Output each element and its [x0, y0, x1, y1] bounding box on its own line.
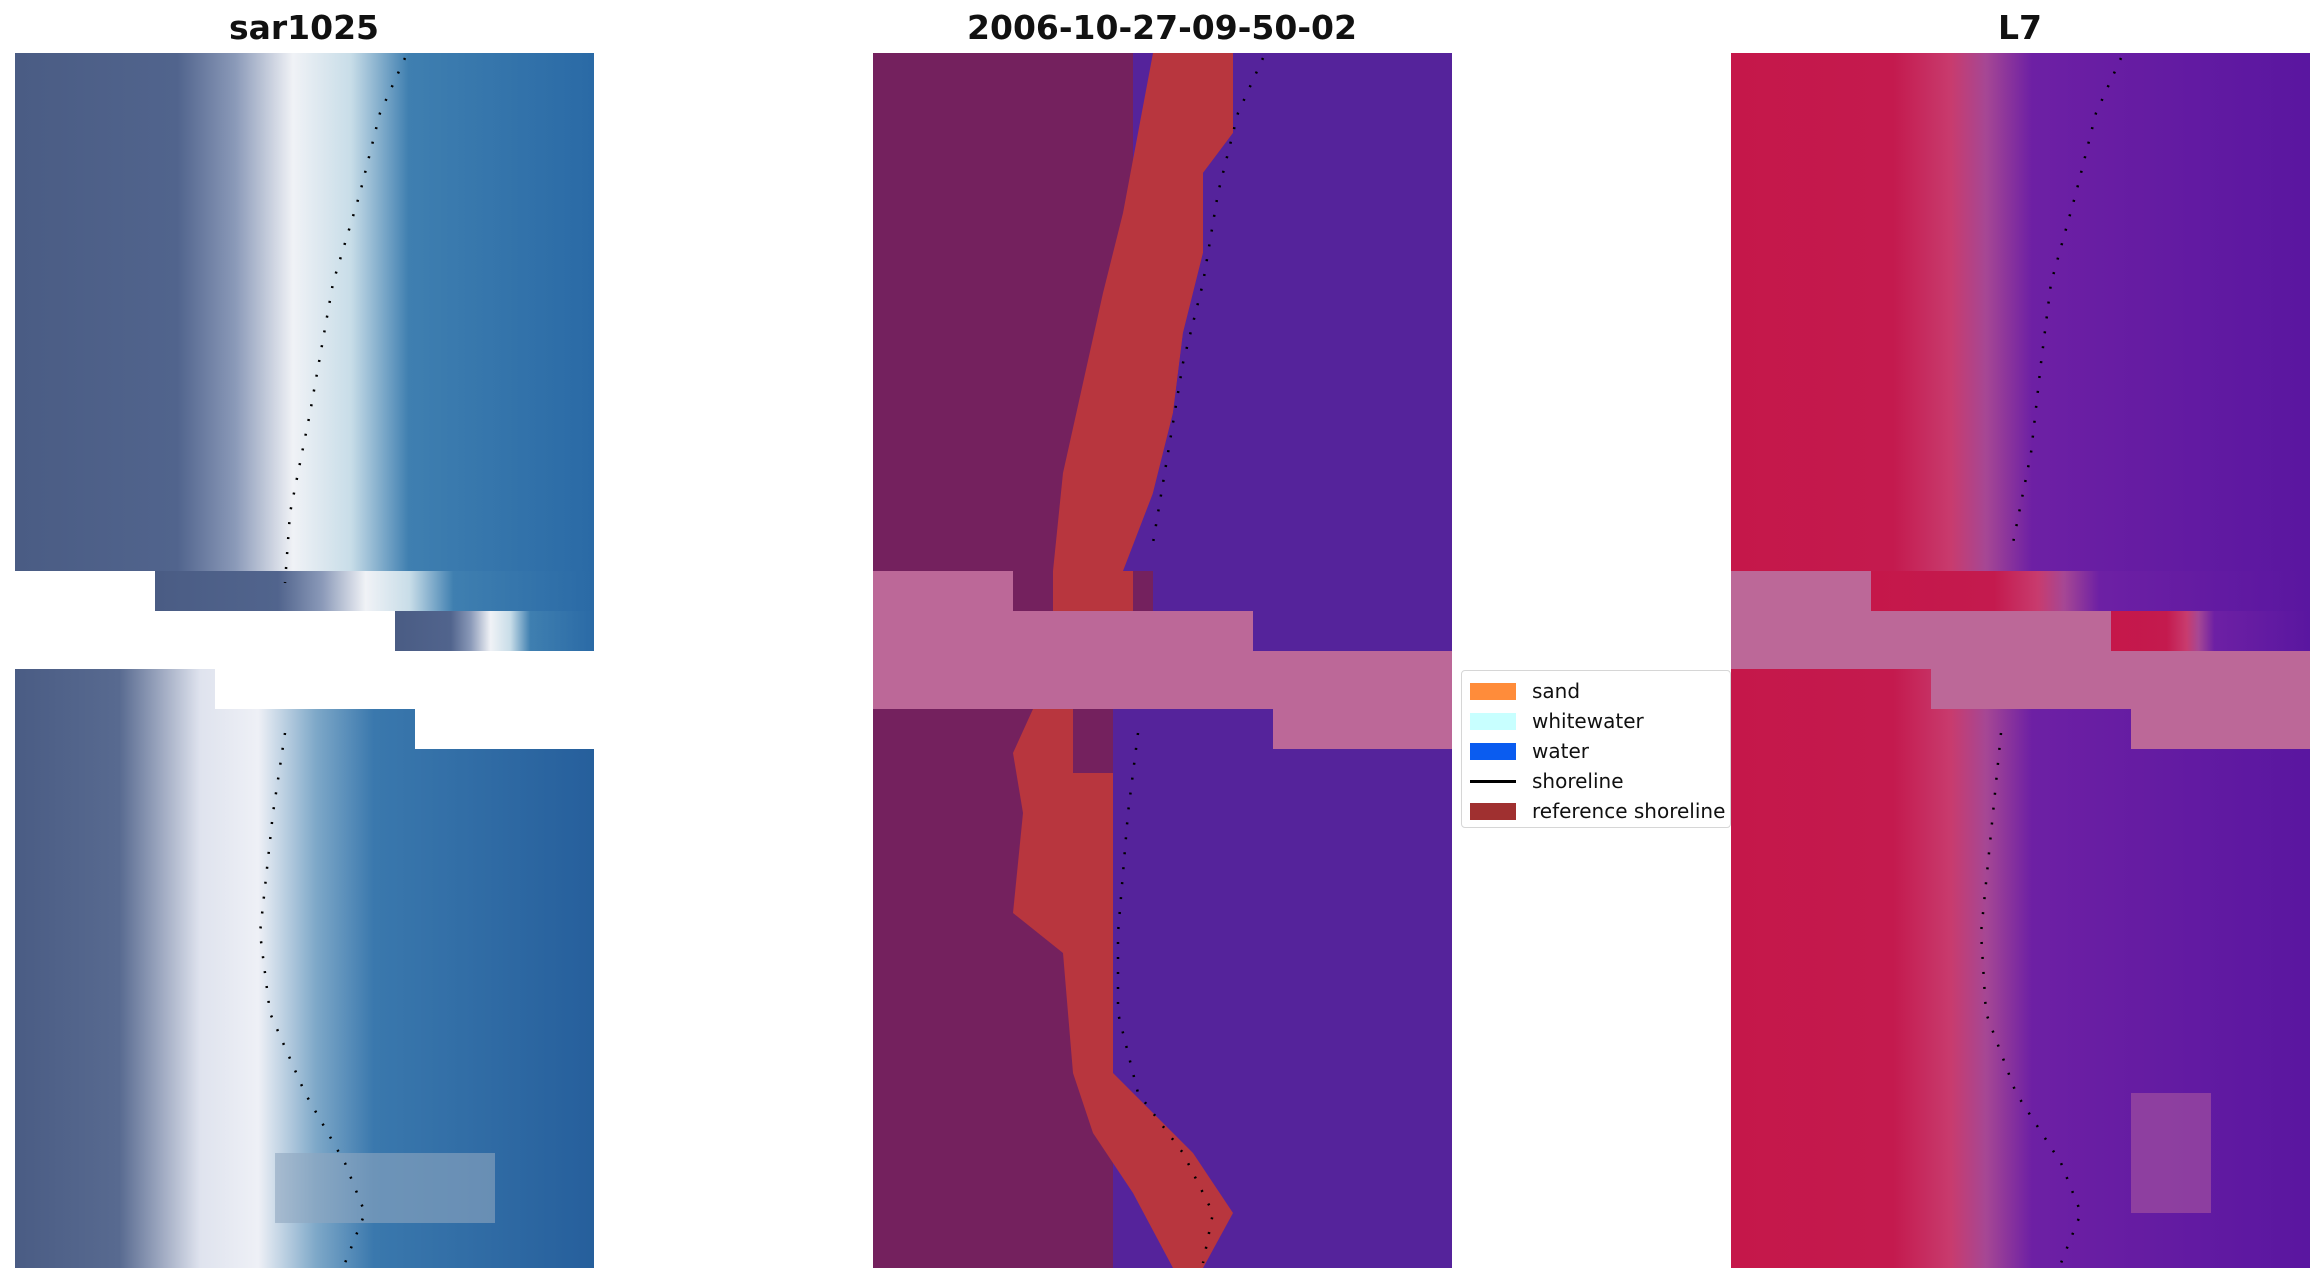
classification-image	[873, 53, 1452, 1268]
legend-label-whitewater: whitewater	[1532, 709, 1644, 733]
legend-item-sand: sand	[1470, 676, 1722, 706]
legend-label-water: water	[1532, 739, 1589, 763]
legend: sand whitewater water shoreline referenc…	[1461, 670, 1731, 828]
water-swatch	[1470, 742, 1516, 760]
legend-label-shoreline: shoreline	[1532, 769, 1624, 793]
panel-title-index: L7	[1998, 8, 2042, 47]
rgb-image	[15, 53, 594, 1268]
shoreline-index	[2011, 57, 2123, 544]
legend-item-whitewater: whitewater	[1470, 706, 1722, 736]
reference-shoreline-swatch	[1470, 802, 1516, 820]
legend-item-reference-shoreline: reference shoreline	[1470, 796, 1726, 826]
legend-label-sand: sand	[1532, 679, 1581, 703]
panel-title-rgb: sar1025	[228, 8, 380, 47]
shoreline-class	[1151, 57, 1265, 544]
shoreline-rgb	[283, 57, 407, 584]
index-image	[1731, 53, 2310, 1268]
sand-swatch	[1470, 682, 1516, 700]
legend-item-water: water	[1470, 736, 1722, 766]
rgb-image-panel	[15, 53, 594, 1268]
index-panel	[1731, 53, 2310, 1268]
shoreline-rgb-lower	[258, 732, 367, 1264]
legend-label-reference-shoreline: reference shoreline	[1532, 799, 1726, 823]
whitewater-swatch	[1470, 712, 1516, 730]
legend-item-shoreline: shoreline	[1470, 766, 1722, 796]
shoreline-line-swatch	[1470, 779, 1516, 783]
panel-title-classification: 2006-10-27-09-50-02	[967, 8, 1357, 47]
classification-panel	[873, 53, 1452, 1268]
